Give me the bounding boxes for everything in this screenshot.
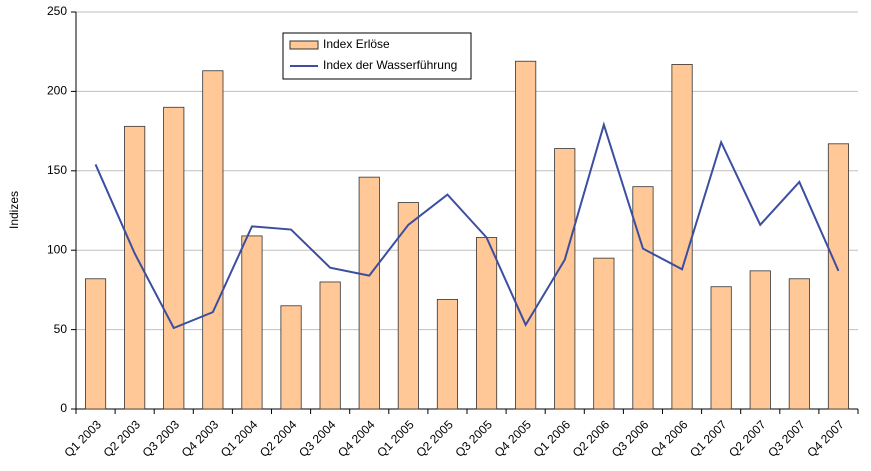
bar xyxy=(749,270,771,410)
bar xyxy=(241,235,263,410)
legend-label: Index Erlöse xyxy=(323,37,390,51)
x-tick-label: Q3 2003 xyxy=(140,417,183,460)
bar xyxy=(436,299,459,410)
x-tick-label: Q1 2007 xyxy=(687,417,730,460)
x-tick-label: Q2 2005 xyxy=(413,417,456,460)
bar xyxy=(280,305,302,410)
x-tick-label: Q1 2004 xyxy=(218,417,261,460)
y-tick-label: 200 xyxy=(47,84,67,98)
bar xyxy=(593,257,615,410)
bar xyxy=(554,148,576,410)
x-tick-label: Q2 2006 xyxy=(570,417,613,460)
bar xyxy=(124,125,146,410)
bar xyxy=(84,278,107,410)
x-tick-label: Q4 2007 xyxy=(804,417,847,460)
y-tick-label: 250 xyxy=(47,4,67,18)
bar xyxy=(827,143,850,410)
y-tick-label: 100 xyxy=(47,242,67,256)
x-tick-label: Q4 2004 xyxy=(335,417,378,460)
bar xyxy=(710,286,732,410)
y-tick-label: 50 xyxy=(54,322,68,336)
x-tick-label: Q1 2003 xyxy=(61,417,104,460)
x-tick-label: Q2 2007 xyxy=(726,417,769,460)
bar xyxy=(671,64,693,410)
x-tick-label: Q3 2006 xyxy=(609,417,652,460)
bar xyxy=(358,176,380,410)
x-tick-label: Q2 2004 xyxy=(257,417,300,460)
bar xyxy=(163,106,185,410)
legend-label: Index der Wasserführung xyxy=(323,58,457,72)
bar xyxy=(475,237,498,410)
y-tick-label: 0 xyxy=(60,401,67,415)
bar xyxy=(397,202,419,410)
line xyxy=(94,121,840,330)
y-tick-label: 150 xyxy=(47,163,67,177)
bar xyxy=(202,70,224,410)
bar xyxy=(788,278,810,410)
bar xyxy=(319,281,341,410)
bar xyxy=(632,186,654,410)
bar xyxy=(515,60,537,410)
x-tick-label: Q1 2005 xyxy=(374,417,417,460)
x-tick-label: Q1 2006 xyxy=(531,417,574,460)
x-tick-label: Q2 2003 xyxy=(101,417,144,460)
x-tick-label: Q4 2003 xyxy=(179,417,222,460)
x-tick-label: Q3 2004 xyxy=(296,417,339,460)
legend-swatch xyxy=(289,40,319,50)
x-tick-label: Q3 2007 xyxy=(765,417,808,460)
x-tick-label: Q3 2005 xyxy=(452,417,495,460)
x-tick-label: Q4 2005 xyxy=(492,417,535,460)
x-tick-label: Q4 2006 xyxy=(648,417,691,460)
y-axis-label: Indizes xyxy=(7,191,21,229)
